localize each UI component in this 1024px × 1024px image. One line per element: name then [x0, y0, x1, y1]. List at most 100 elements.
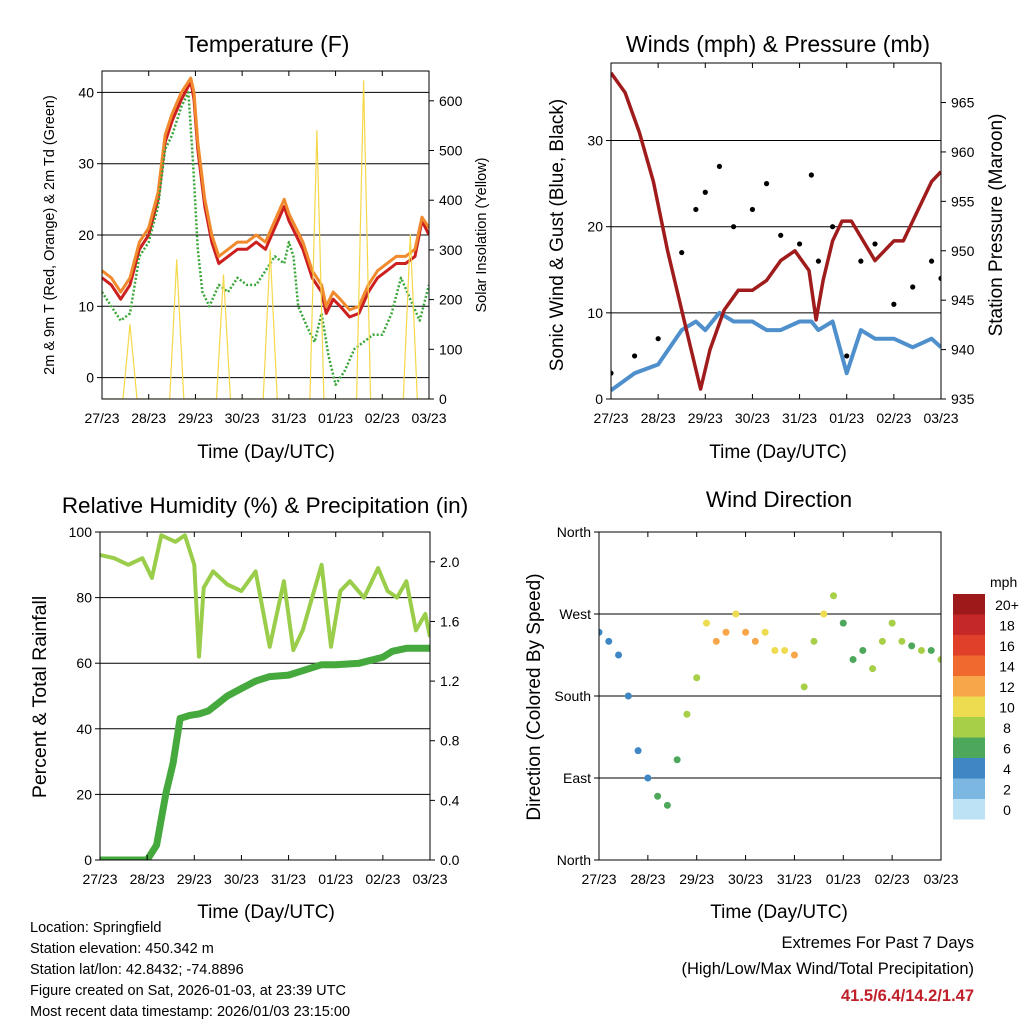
- x-tick-label: 31/23: [271, 410, 306, 426]
- y2-tick-label: 300: [439, 242, 463, 258]
- direction-point: [722, 628, 730, 636]
- colorbar-title: mph: [990, 574, 1017, 590]
- x-tick-label: 30/23: [225, 410, 260, 426]
- figure-created: Figure created on Sat, 2026-01-03, at 23…: [30, 983, 346, 999]
- colorbar-swatch: [953, 799, 985, 820]
- y-tick-label: 20: [587, 219, 603, 235]
- y2-tick-label: 940: [951, 342, 975, 358]
- y2-tick-label: 600: [439, 93, 463, 109]
- direction-point: [937, 656, 941, 664]
- colorbar-swatch: [953, 696, 985, 717]
- x-tick-label: 27/23: [82, 871, 117, 887]
- colorbar-swatch: [953, 676, 985, 697]
- x-tick-label: 02/23: [876, 410, 911, 426]
- gust-point: [844, 353, 850, 359]
- direction-point: [644, 774, 652, 782]
- colorbar-label: 0: [1003, 802, 1011, 818]
- colorbar-swatch: [953, 655, 985, 676]
- direction-point: [859, 646, 867, 654]
- y2-axis-label: Solar Insolation (Yellow): [474, 157, 490, 312]
- extremes-title: Extremes For Past 7 Days: [781, 934, 974, 952]
- series-group: [599, 592, 941, 809]
- y2-tick-label: 500: [439, 143, 463, 159]
- gust-point: [749, 206, 756, 213]
- gust-point: [891, 301, 897, 307]
- x-tick-label: 02/23: [365, 410, 400, 426]
- y-tick-label: 20: [76, 786, 92, 802]
- y2-tick-label: 965: [951, 95, 975, 111]
- direction-point: [898, 637, 906, 645]
- y-tick-label: 10: [587, 305, 603, 321]
- y2-axis-label: Station Pressure (Maroon): [986, 114, 1007, 337]
- station-location: Location: Springfield: [30, 920, 162, 936]
- direction-point: [927, 646, 935, 654]
- x-tick-label: 03/23: [412, 871, 447, 887]
- winds-pressure-panel: 27/23 28/23 29/23 30/23 31/23 01/23 02/23 03/23…: [547, 31, 1007, 463]
- 9m-t-line: [102, 76, 429, 312]
- total-precipitation-line: [100, 644, 430, 860]
- plot-frame: [99, 531, 431, 861]
- x-tick-label: 30/23: [735, 410, 770, 426]
- gust-point: [796, 241, 803, 247]
- sonic-wind-line: [611, 310, 941, 393]
- gust-point: [872, 241, 878, 247]
- direction-point: [751, 637, 759, 645]
- direction-point: [605, 637, 613, 645]
- y2-tick-label: 1.6: [440, 613, 460, 629]
- y2-tick-label: 100: [439, 341, 463, 357]
- wind-direction-panel: 27/23 28/23 29/23 30/23 31/23 01/23 02/23 03/23…: [524, 487, 959, 923]
- x-tick-label: 01/23: [829, 410, 864, 426]
- gust-point: [938, 275, 941, 281]
- gust-point: [808, 172, 814, 178]
- y-tick-label: 40: [78, 84, 94, 100]
- x-tick-label: 29/23: [178, 410, 213, 426]
- y-axis-label: Sonic Wind & Gust (Blue, Black): [547, 99, 568, 371]
- direction-point: [917, 646, 925, 654]
- x-axis-label: Time (Day/UTC): [709, 442, 847, 463]
- direction-point: [654, 792, 662, 800]
- gust-point: [910, 284, 916, 290]
- gust-point: [693, 206, 699, 213]
- y-axis-label: 2m & 9m T (Red, Orange) & 2m Td (Green): [42, 95, 58, 375]
- direction-point: [673, 756, 681, 764]
- y-tick-label: North: [557, 852, 591, 868]
- y-tick-label: South: [554, 688, 591, 704]
- 2m-td-line: [102, 91, 429, 386]
- x-tick-label: 31/23: [777, 871, 812, 887]
- colorbar-label: 14: [999, 659, 1015, 675]
- colorbar-label: 4: [1003, 761, 1011, 777]
- station-latlon: Station lat/lon: 42.8432; -74.8896: [30, 962, 244, 978]
- direction-point: [634, 747, 642, 755]
- gust-point: [702, 189, 708, 195]
- x-tick-label: 29/23: [177, 871, 212, 887]
- direction-point: [683, 710, 691, 718]
- x-axis-label: Time (Day/UTC): [197, 442, 335, 463]
- series-group: [611, 71, 941, 393]
- direction-point: [800, 683, 808, 691]
- y-tick-label: North: [557, 524, 591, 540]
- y-tick-label: 30: [78, 156, 94, 172]
- plot-frame: [610, 62, 942, 400]
- colorbar-swatch: [953, 717, 985, 738]
- y-tick-label: 40: [76, 721, 92, 737]
- colorbar-label: 8: [1003, 720, 1011, 736]
- colorbar-label: 18: [999, 618, 1015, 634]
- chart-title: Temperature (F): [185, 31, 350, 57]
- x-tick-label: 01/23: [826, 871, 861, 887]
- y-tick-label: 100: [69, 524, 93, 540]
- gust-point: [655, 336, 661, 342]
- x-tick-label: 30/23: [224, 871, 259, 887]
- y2-tick-label: 950: [951, 243, 975, 259]
- y2-tick-label: 0.8: [440, 733, 460, 749]
- gust-point: [858, 258, 864, 264]
- y2-tick-label: 0.4: [440, 792, 460, 808]
- y2-tick-label: 0: [439, 391, 447, 407]
- x-tick-label: 01/23: [318, 410, 353, 426]
- y2-tick-label: 2.0: [440, 554, 460, 570]
- direction-point: [771, 646, 779, 654]
- gust-point: [829, 224, 836, 230]
- extremes-values: 41.5/6.4/14.2/1.47: [840, 987, 974, 1005]
- direction-point: [624, 692, 632, 700]
- x-tick-label: 02/23: [365, 871, 400, 887]
- y2-tick-label: 955: [951, 193, 975, 209]
